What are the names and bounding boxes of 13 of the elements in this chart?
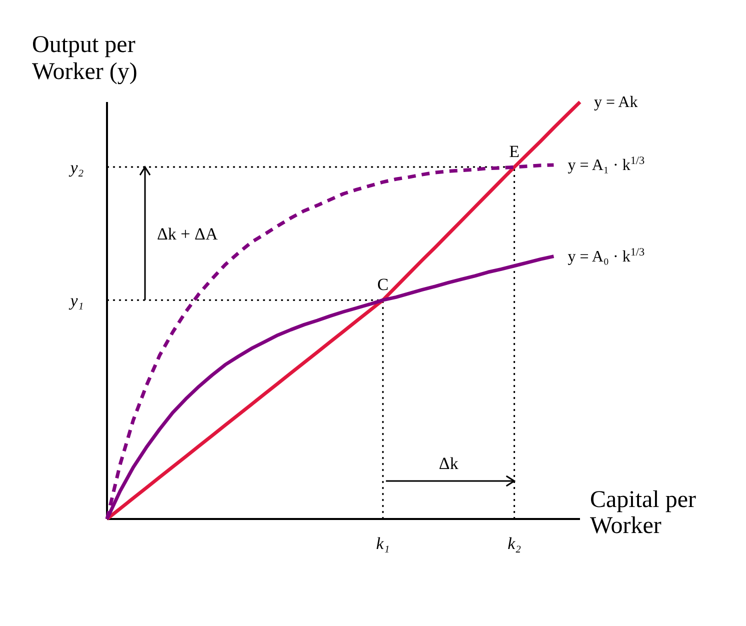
y-axis-title: Output per Worker (y) <box>32 32 138 85</box>
annotation: Δk <box>438 454 459 473</box>
series-label: y = A₀ · k$^{1/3}$ <box>568 246 646 266</box>
x-axis-title: Capital per Worker <box>590 487 696 539</box>
series-label: y = A₁ · k$^{1/3}$ <box>568 154 646 174</box>
series-label: y = Ak <box>594 94 638 111</box>
ref-line-label: y₁ <box>68 291 84 310</box>
ref-line-label: y₂ <box>68 158 84 178</box>
annotation: C <box>377 275 389 294</box>
x-tick-label: k₂ <box>508 534 522 553</box>
x-tick-label: k₁ <box>376 534 390 553</box>
annotation: Δk + ΔA <box>157 224 218 244</box>
annotation: E <box>509 142 520 162</box>
